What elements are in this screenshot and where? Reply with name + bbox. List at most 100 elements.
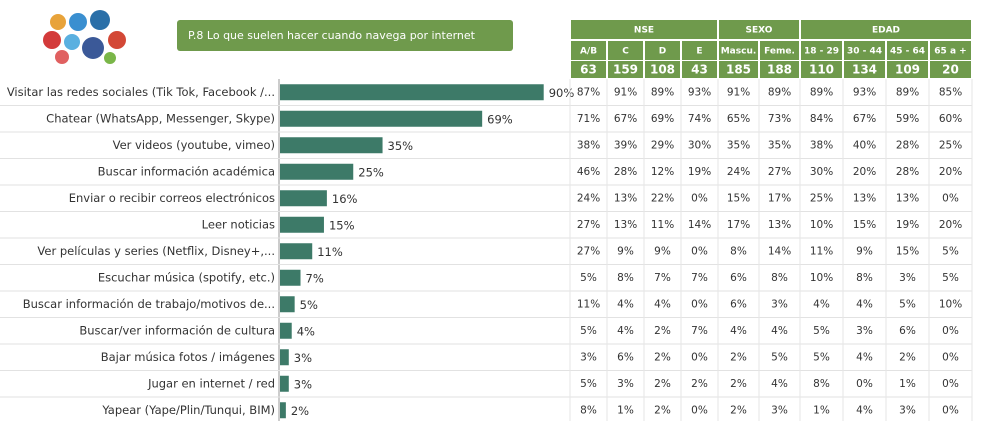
table-cell: 5% <box>771 351 788 363</box>
sample-cell <box>608 61 643 78</box>
column-header <box>760 41 799 60</box>
table-cell: 3% <box>771 404 788 416</box>
sample-cell <box>801 61 842 78</box>
category-label: Ver películas y series (Netflix, Disney+… <box>37 244 275 258</box>
table-cell: 1% <box>813 404 830 416</box>
chart-title: P.8 Lo que suelen hacer cuando navega po… <box>188 29 476 42</box>
table-cell: 2% <box>899 351 916 363</box>
table-cell: 6% <box>617 351 634 363</box>
table-cell: 15% <box>727 192 750 204</box>
sample-size: 63 <box>580 63 597 77</box>
table-cell: 9% <box>617 245 634 257</box>
table-cell: 28% <box>896 139 919 151</box>
value-label: 25% <box>358 165 384 179</box>
table-cell: 8% <box>580 404 597 416</box>
table-cell: 9% <box>856 245 873 257</box>
column-label: C <box>622 47 629 57</box>
table-cell: 27% <box>768 166 791 178</box>
table-cell: 93% <box>688 86 711 98</box>
table-cell: 22% <box>651 192 674 204</box>
table-cell: 73% <box>768 113 791 125</box>
category-label: Enviar o recibir correos electrónicos <box>69 191 275 205</box>
table-cell: 89% <box>810 86 833 98</box>
column-label: D <box>659 47 666 57</box>
sample-size: 20 <box>942 63 959 77</box>
value-label: 11% <box>317 245 343 259</box>
table-cell: 11% <box>810 245 833 257</box>
table-cell: 0% <box>691 192 708 204</box>
table-cell: 1% <box>899 378 916 390</box>
column-header <box>682 41 717 60</box>
table-cell: 27% <box>577 245 600 257</box>
column-header <box>887 41 928 60</box>
table-cell: 1% <box>617 404 634 416</box>
table-cell: 3% <box>899 404 916 416</box>
table-cell: 0% <box>691 245 708 257</box>
table-cell: 8% <box>813 378 830 390</box>
table-cell: 40% <box>853 139 876 151</box>
category-label: Leer noticias <box>202 217 275 231</box>
sample-size: 159 <box>613 63 638 77</box>
table-cell: 4% <box>813 298 830 310</box>
table-cell: 2% <box>730 378 747 390</box>
table-cell: 0% <box>942 325 959 337</box>
table-cell: 17% <box>768 192 791 204</box>
category-label: Yapear (Yape/Plin/Tunqui, BIM) <box>101 403 275 417</box>
sample-size: 108 <box>650 63 675 77</box>
table-cell: 3% <box>771 298 788 310</box>
column-header <box>801 41 842 60</box>
table-cell: 20% <box>853 166 876 178</box>
table-cell: 14% <box>768 245 791 257</box>
category-label: Buscar información de trabajo/motivos de… <box>23 297 275 311</box>
value-label: 3% <box>294 351 312 365</box>
table-cell: 59% <box>896 113 919 125</box>
table-cell: 2% <box>730 404 747 416</box>
bar <box>280 163 354 180</box>
sample-cell <box>682 61 717 78</box>
table-cell: 60% <box>939 113 962 125</box>
table-cell: 0% <box>942 378 959 390</box>
column-label: Feme. <box>764 47 795 57</box>
table-cell: 20% <box>939 219 962 231</box>
table-cell: 15% <box>853 219 876 231</box>
value-label: 69% <box>487 112 513 126</box>
table-cell: 74% <box>688 113 711 125</box>
table-cell: 11% <box>651 219 674 231</box>
value-label: 16% <box>332 192 358 206</box>
bar <box>280 402 286 419</box>
table-cell: 25% <box>939 139 962 151</box>
table-cell: 8% <box>617 272 634 284</box>
group-label: NSE <box>634 26 654 36</box>
table-cell: 2% <box>730 351 747 363</box>
value-label: 15% <box>329 218 355 232</box>
column-header <box>930 41 971 60</box>
table-cell: 19% <box>688 166 711 178</box>
table-cell: 0% <box>942 351 959 363</box>
table-cell: 0% <box>942 192 959 204</box>
table-cell: 4% <box>771 378 788 390</box>
sample-cell <box>571 61 606 78</box>
table-cell: 8% <box>856 272 873 284</box>
sample-size: 185 <box>726 63 751 77</box>
table-cell: 89% <box>896 86 919 98</box>
table-cell: 25% <box>810 192 833 204</box>
group-header <box>801 20 971 39</box>
column-label: Mascu. <box>721 47 757 57</box>
table-cell: 4% <box>771 325 788 337</box>
table-cell: 0% <box>691 298 708 310</box>
table-cell: 4% <box>856 404 873 416</box>
column-header <box>719 41 758 60</box>
column-header <box>844 41 885 60</box>
sample-size: 134 <box>852 63 877 77</box>
table-cell: 5% <box>580 272 597 284</box>
table-cell: 10% <box>810 219 833 231</box>
column-label: 18 - 29 <box>804 47 839 57</box>
table-cell: 7% <box>654 272 671 284</box>
value-label: 35% <box>388 139 414 153</box>
table-cell: 24% <box>577 192 600 204</box>
table-cell: 3% <box>617 378 634 390</box>
sample-cell <box>844 61 885 78</box>
table-cell: 2% <box>654 351 671 363</box>
bar <box>280 349 289 366</box>
table-cell: 10% <box>939 298 962 310</box>
